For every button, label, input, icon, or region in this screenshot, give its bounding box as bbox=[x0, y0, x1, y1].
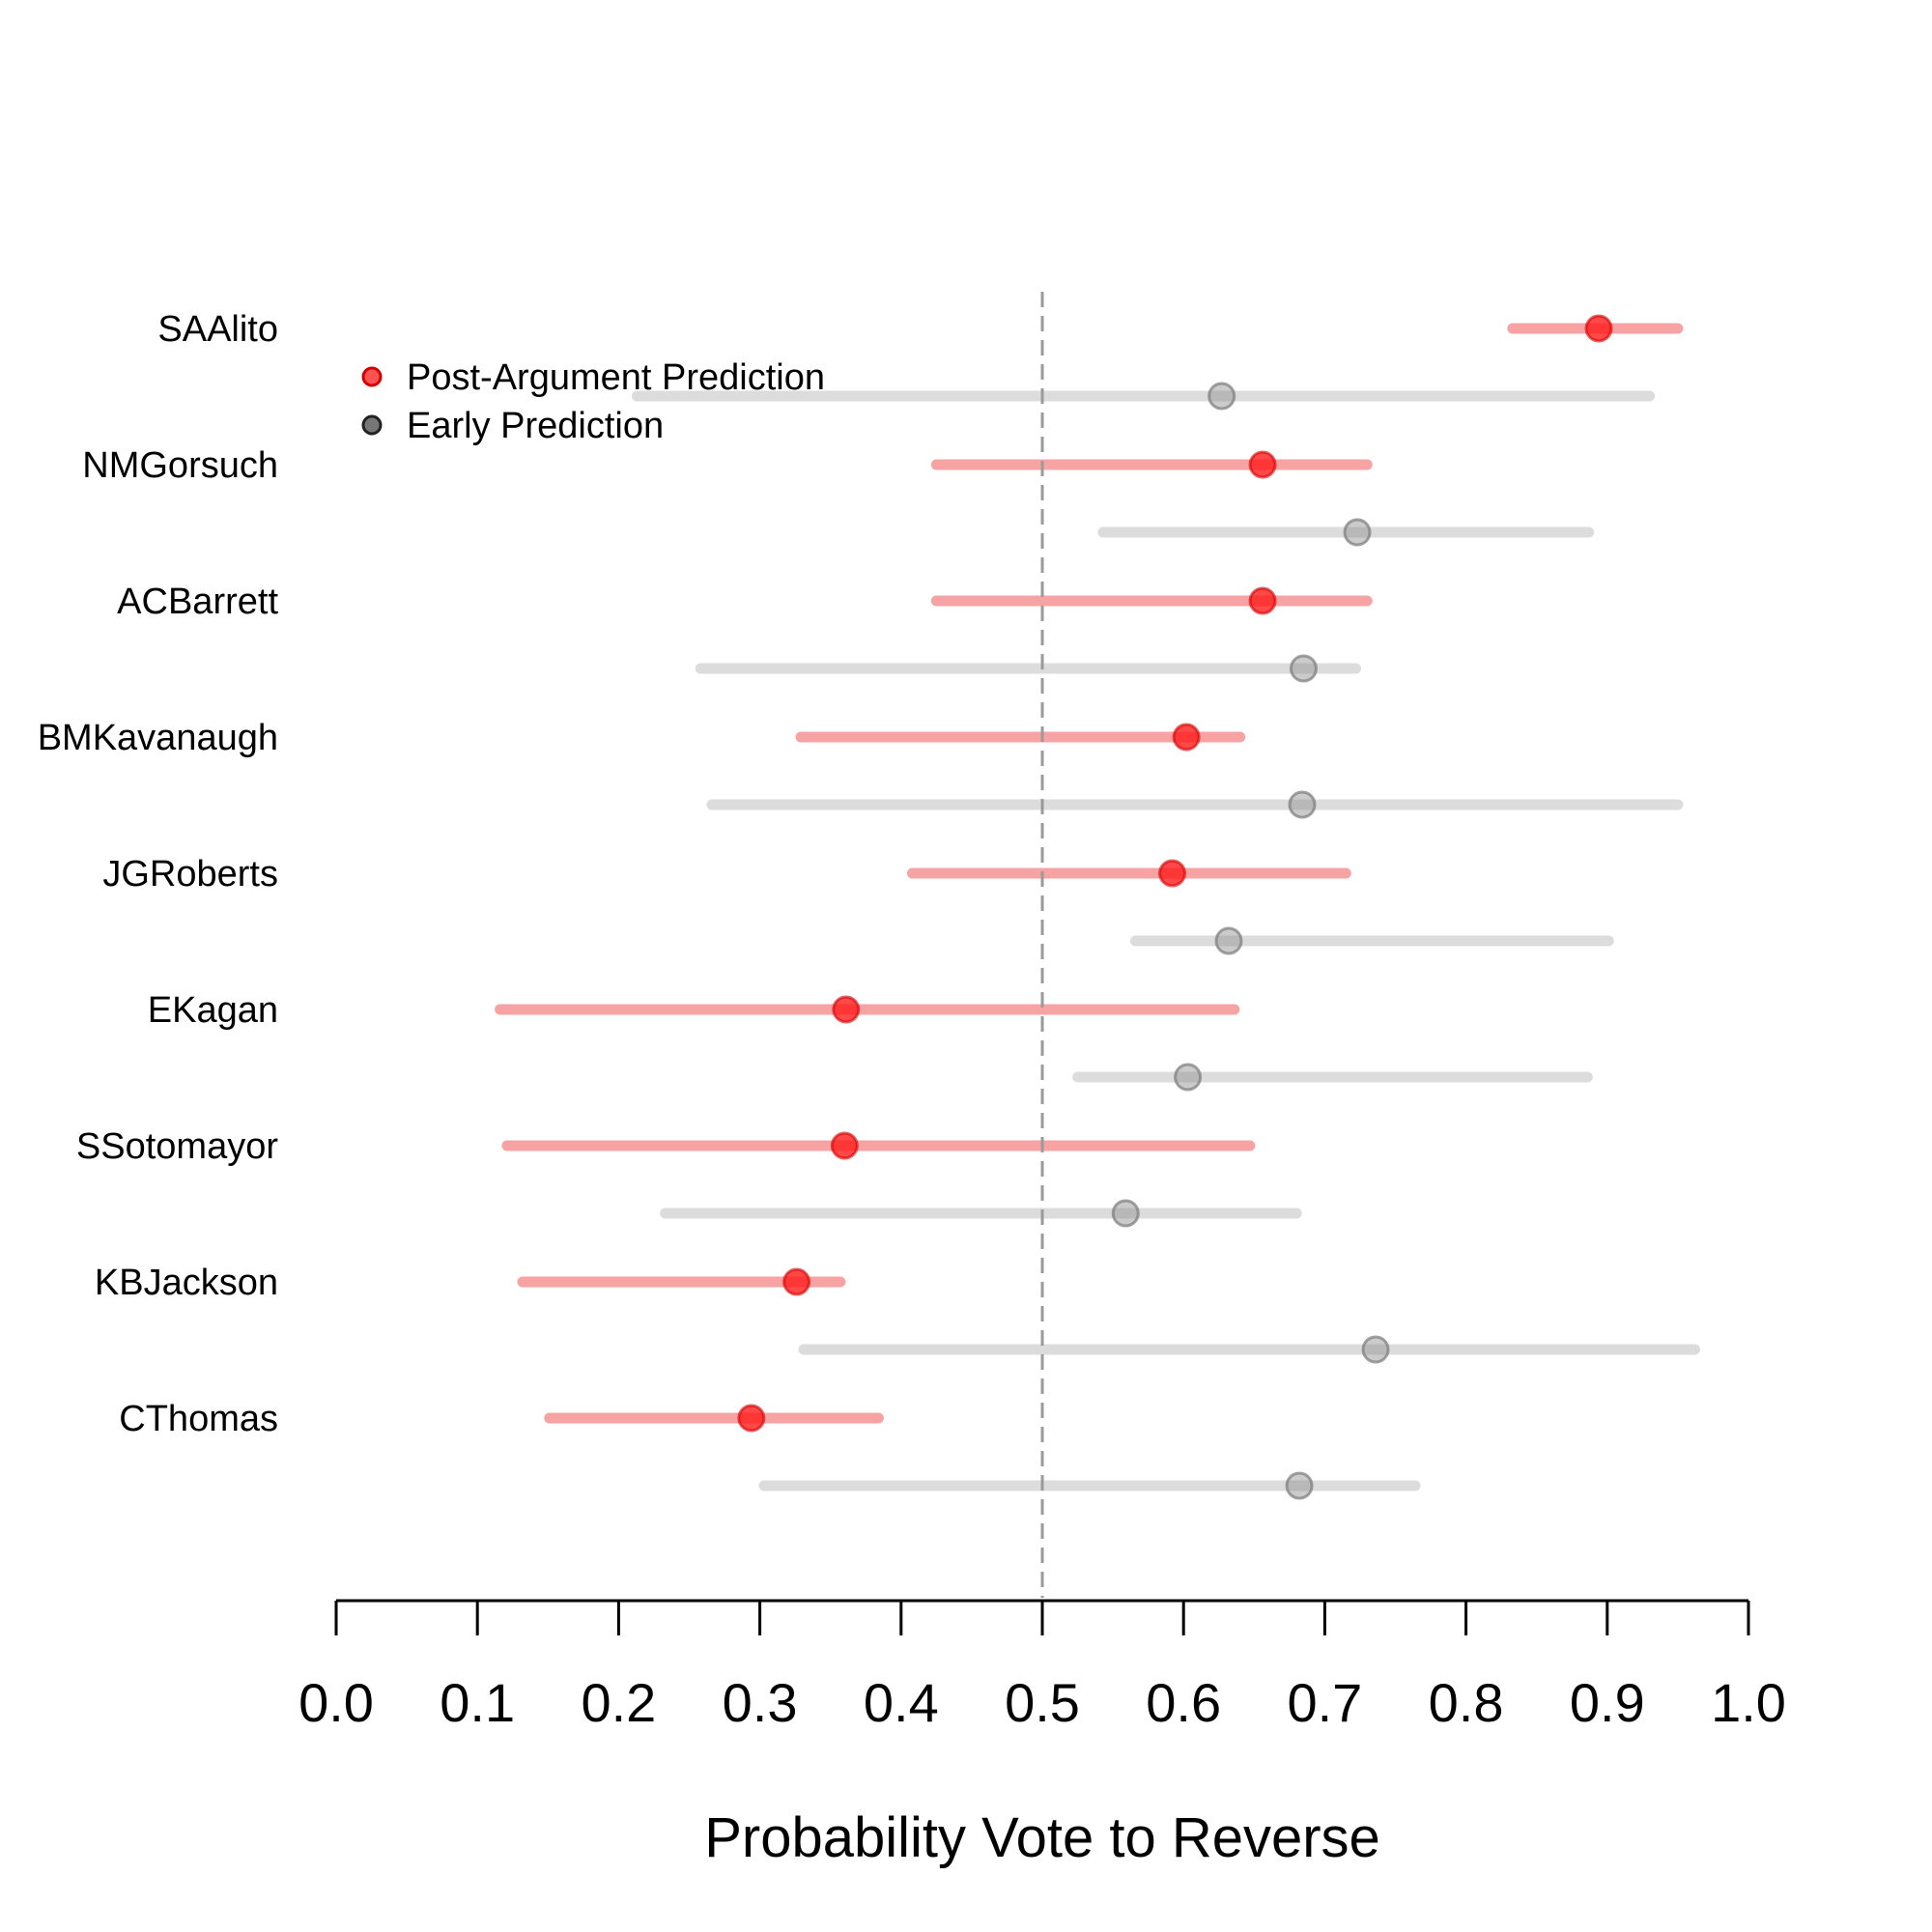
post-point-saalito bbox=[1584, 314, 1613, 343]
justice-label-ekagan: EKagan bbox=[148, 990, 278, 1031]
post-point-kbjackson bbox=[782, 1267, 811, 1296]
x-tick-label: 0.5 bbox=[1005, 1672, 1080, 1733]
justice-label-nmgorsuch: NMGorsuch bbox=[82, 445, 278, 486]
x-tick-label: 0.6 bbox=[1146, 1672, 1221, 1733]
early-point-ssotomayor bbox=[1111, 1199, 1140, 1228]
legend-marker-post-argument bbox=[361, 366, 383, 387]
legend-marker-early bbox=[361, 414, 383, 436]
x-tick-label: 0.1 bbox=[440, 1672, 515, 1733]
early-point-nmgorsuch bbox=[1343, 518, 1372, 547]
justice-label-jgroberts: JGRoberts bbox=[102, 854, 278, 895]
justice-label-cthomas: CThomas bbox=[119, 1399, 278, 1439]
justice-label-saalito: SAAlito bbox=[157, 309, 278, 350]
justice-label-bmkavanaugh: BMKavanaugh bbox=[38, 718, 278, 758]
x-tick-label: 0.8 bbox=[1429, 1672, 1504, 1733]
legend-label-post-argument: Post-Argument Prediction bbox=[407, 357, 825, 398]
x-axis-title: Probability Vote to Reverse bbox=[704, 1806, 1380, 1869]
early-point-saalito bbox=[1208, 382, 1236, 411]
post-point-nmgorsuch bbox=[1248, 450, 1277, 479]
early-point-kbjackson bbox=[1361, 1335, 1390, 1364]
early-point-jgroberts bbox=[1214, 926, 1243, 955]
x-axis: 0.0 0.1 0.2 0.3 0.4 0.5 0.6 0.7 0.8 0.9 1.0 bbox=[298, 1599, 1786, 1733]
legend: Post-Argument Prediction Early Predictio… bbox=[361, 357, 825, 446]
point-layer bbox=[737, 314, 1613, 1500]
x-tick-label: 0.2 bbox=[581, 1672, 656, 1733]
post-point-ekagan bbox=[832, 995, 861, 1024]
early-point-bmkavanaugh bbox=[1288, 790, 1317, 819]
post-point-jgroberts bbox=[1158, 859, 1187, 888]
x-tick-label: 0.0 bbox=[298, 1672, 374, 1733]
post-point-ssotomayor bbox=[830, 1131, 859, 1160]
post-point-cthomas bbox=[737, 1404, 766, 1433]
x-tick-label: 1.0 bbox=[1711, 1672, 1786, 1733]
justice-label-ssotomayor: SSotomayor bbox=[76, 1126, 278, 1167]
early-point-ekagan bbox=[1174, 1063, 1203, 1092]
interval-layer bbox=[495, 323, 1700, 1492]
x-tick-label: 0.3 bbox=[723, 1672, 798, 1733]
justice-label-acbarrett: ACBarrett bbox=[117, 582, 278, 622]
early-point-cthomas bbox=[1285, 1471, 1314, 1500]
justice-label-kbjackson: KBJackson bbox=[95, 1263, 278, 1303]
x-tick-label: 0.7 bbox=[1287, 1672, 1362, 1733]
x-tick-label: 0.9 bbox=[1570, 1672, 1645, 1733]
x-tick-label: 0.4 bbox=[864, 1672, 939, 1733]
post-point-acbarrett bbox=[1248, 586, 1277, 615]
justice-labels: SAAlito NMGorsuch ACBarrett BMKavanaugh JGRo… bbox=[38, 309, 279, 1439]
legend-label-early: Early Prediction bbox=[407, 406, 664, 446]
post-point-bmkavanaugh bbox=[1172, 723, 1201, 752]
early-point-acbarrett bbox=[1289, 654, 1318, 683]
